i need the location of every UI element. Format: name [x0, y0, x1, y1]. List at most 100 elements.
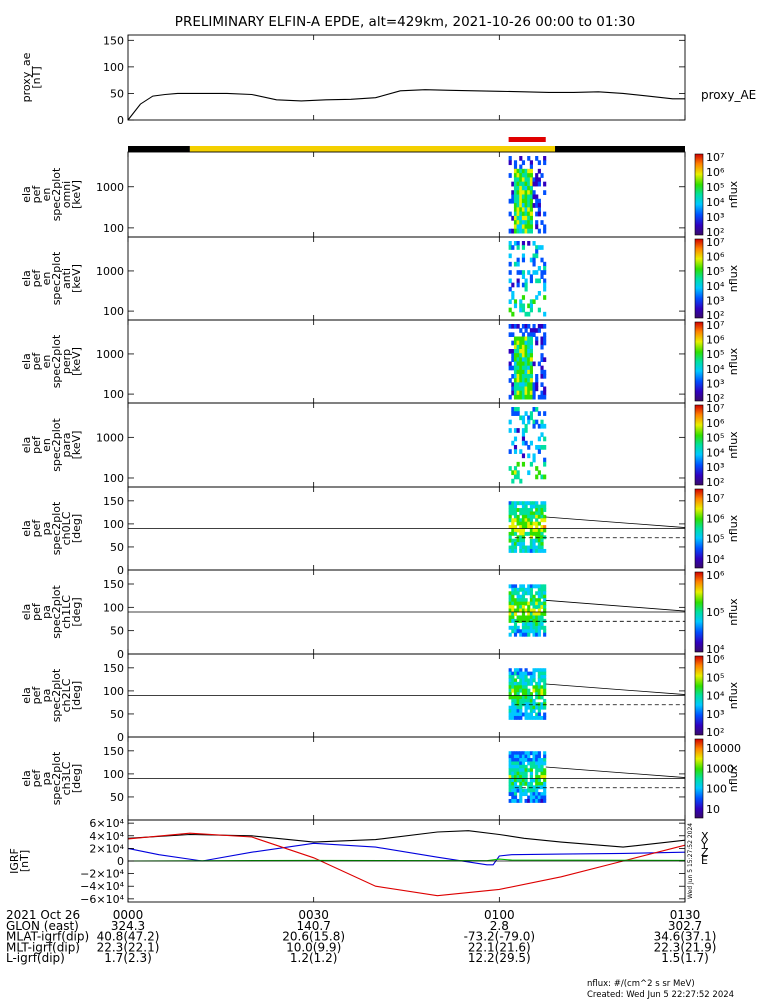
heatmap-cell [535, 194, 539, 200]
heatmap-cell [543, 457, 547, 463]
colorbar-tick-label: 100 [706, 783, 727, 796]
heatmap-cell [511, 386, 515, 392]
heatmap-cell [529, 328, 533, 333]
heatmap-cell [519, 601, 523, 606]
heatmap-cell [529, 612, 533, 616]
heatmap-cell [521, 303, 526, 309]
ylabel-line: en [40, 188, 53, 202]
heatmap-cell [521, 525, 526, 529]
colorbar-tick-label: 10⁶ [706, 653, 725, 666]
heatmap-cell [508, 594, 512, 599]
heatmap-cells [508, 241, 547, 317]
heatmap-cell [519, 668, 523, 673]
heatmap-cell [529, 542, 533, 547]
heatmap-cell [537, 618, 541, 623]
heatmap-cell [511, 698, 515, 703]
heatmap-cell [524, 185, 528, 191]
heatmap-cell [535, 466, 539, 471]
heatmap-cell [508, 525, 512, 529]
heatmap-cell [540, 365, 544, 371]
heatmap-cell [519, 685, 523, 690]
heatmap-cell [524, 601, 528, 606]
heatmap-cell [527, 785, 531, 790]
eph-value: 12.2(29.5) [468, 951, 531, 965]
colorbar-tick-label: 10⁷ [706, 492, 724, 505]
heatmap-cell [527, 584, 531, 589]
heatmap-cell [513, 695, 518, 700]
heatmap-cell [513, 241, 518, 246]
heatmap-cell [519, 795, 523, 800]
heatmap-cell [543, 798, 547, 803]
heatmap-cell [521, 702, 526, 707]
heatmap-cell [540, 357, 544, 362]
heatmap-cell [527, 768, 531, 773]
heatmap-cell [537, 615, 541, 620]
heatmap-cell [513, 215, 518, 221]
ylabel-line: spec2plot [50, 251, 63, 305]
heatmap-cell [508, 761, 512, 766]
heatmap-cell [540, 518, 544, 523]
heatmap-cell [511, 311, 515, 317]
heatmap-cell [511, 768, 515, 773]
heatmap-cell [529, 671, 533, 676]
heatmap-cell [511, 511, 515, 516]
heatmap-cell [521, 215, 526, 221]
footer-units: nflux: #/(cm^2 s sr MeV) [587, 979, 695, 989]
heatmap-cell [543, 181, 547, 187]
heatmap-cell [511, 594, 515, 599]
heatmap-cells [508, 324, 547, 400]
ylabel-line: spec2plot [50, 751, 63, 805]
heatmap-cell [527, 453, 531, 459]
heatmap-cell [529, 764, 533, 769]
heatmap-cell [519, 177, 523, 183]
heatmap-cell [540, 382, 544, 387]
heatmap-cell [540, 390, 544, 396]
heatmap-cell [519, 511, 523, 516]
eph-value: 34.6(37.1) [654, 930, 717, 944]
ytick-label: 6×10⁴ [89, 817, 124, 830]
heatmap-cell [527, 508, 531, 512]
heatmap-cell [508, 545, 512, 550]
heatmap-cell [519, 615, 523, 620]
heatmap-cell [513, 349, 518, 354]
heatmap-cell [543, 436, 547, 442]
heatmap-cell [535, 798, 539, 803]
heatmap-cell [519, 270, 523, 275]
heatmap-cell [535, 528, 539, 533]
heatmap-cell [521, 698, 526, 703]
colorbar-tick-label: 10⁴ [706, 553, 725, 566]
heatmap-cell [524, 394, 528, 400]
heatmap-cell [519, 671, 523, 676]
heatmap-cell [508, 501, 512, 506]
ytick-label: 0 [117, 648, 124, 661]
heatmap-cell [511, 778, 515, 783]
heatmap-cell [511, 754, 515, 759]
heatmap-cell [519, 353, 523, 358]
heatmap-cell [521, 428, 526, 433]
heatmap-cell [521, 545, 526, 550]
heatmap-cell [524, 618, 528, 623]
legend-y: Y [700, 838, 708, 851]
heatmap-cell [519, 775, 523, 779]
heatmap-cell [535, 173, 539, 178]
heatmap-cell [524, 173, 528, 178]
heatmap-cell [529, 692, 533, 696]
heatmap-cells [508, 584, 547, 637]
ytick-label: 0 [117, 564, 124, 577]
heatmap-cell [521, 220, 526, 225]
heatmap-cell [543, 340, 547, 346]
heatmap-cell [527, 357, 531, 362]
heatmap-cell [519, 307, 523, 313]
heatmap-cell [521, 336, 526, 342]
heatmap-cell [529, 751, 533, 756]
heatmap-cell [540, 257, 544, 263]
ylabel-line: [deg] [70, 514, 83, 543]
colorbar-tick-label: 10⁵ [706, 533, 724, 546]
heatmap-cell [543, 224, 547, 230]
heatmap-cell [521, 587, 526, 592]
heatmap-cell [535, 249, 539, 254]
ytick-label: 100 [103, 768, 124, 781]
heatmap-cell [513, 160, 518, 166]
heatmap-cell [527, 378, 531, 383]
